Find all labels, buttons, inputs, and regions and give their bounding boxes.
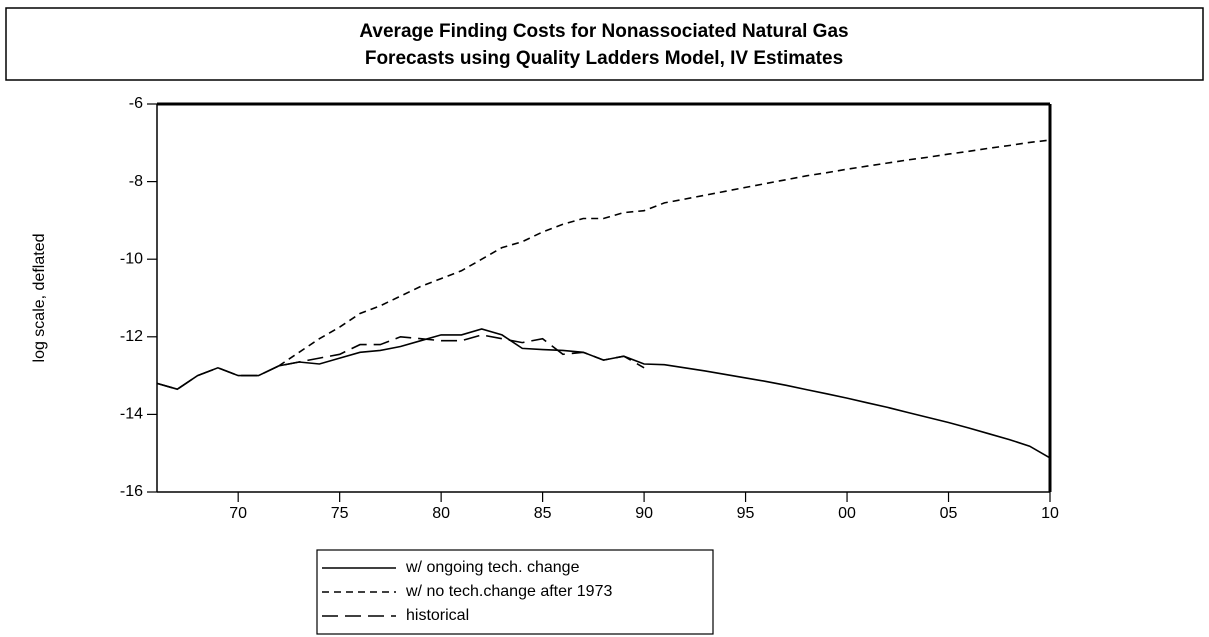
legend-label: w/ no tech.change after 1973 [405, 583, 612, 600]
x-tick-label: 75 [331, 505, 349, 522]
y-tick-label: -10 [120, 250, 143, 267]
x-tick-label: 10 [1041, 505, 1059, 522]
series-line [278, 139, 1051, 367]
series-line [156, 328, 1051, 459]
x-tick-label: 70 [229, 505, 247, 522]
legend-label: w/ ongoing tech. change [405, 559, 580, 576]
x-tick-label: 00 [838, 505, 856, 522]
y-tick-label: -8 [129, 173, 143, 190]
x-tick-label: 90 [635, 505, 653, 522]
y-axis-label: log scale, deflated [31, 234, 48, 363]
x-tick-label: 80 [432, 505, 450, 522]
legend-label: historical [406, 607, 469, 624]
title-box [5, 7, 1204, 81]
series-line [156, 334, 645, 391]
y-tick-label: -12 [120, 328, 143, 345]
chart-title: Average Finding Costs for Nonassociated … [359, 21, 848, 42]
y-tick-label: -6 [129, 95, 143, 112]
y-tick-label: -14 [120, 406, 143, 423]
x-tick-label: 95 [737, 505, 755, 522]
y-tick-label: -16 [120, 483, 143, 500]
x-tick-label: 05 [940, 505, 958, 522]
x-tick-label: 85 [534, 505, 552, 522]
chart-subtitle: Forecasts using Quality Ladders Model, I… [365, 48, 843, 69]
